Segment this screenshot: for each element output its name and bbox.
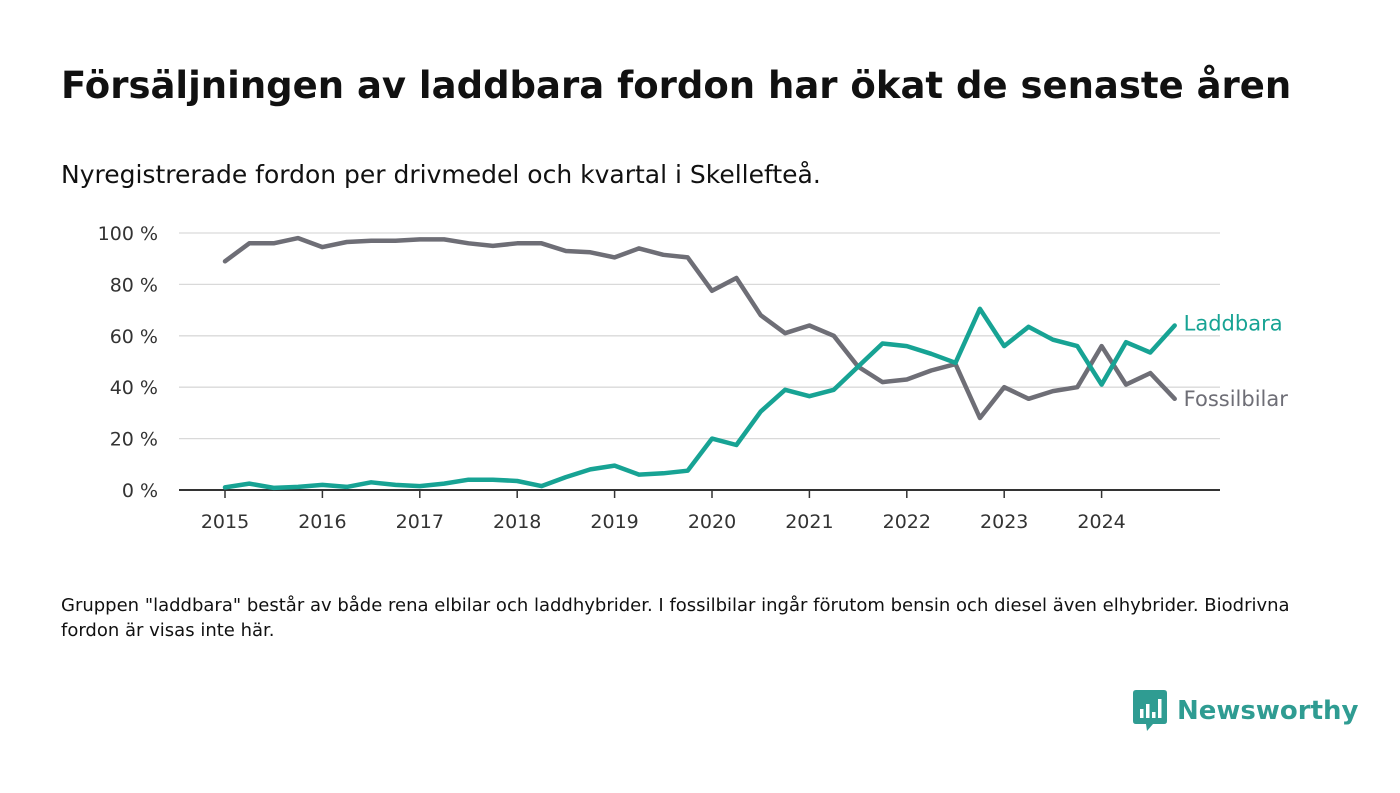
series-label-laddbara: Laddbara [1184, 312, 1283, 336]
x-tick-label: 2017 [396, 511, 444, 533]
y-axis-tick-labels: 0 % 20 % 40 % 60 % 80 % 100 % [98, 223, 158, 502]
series-lines [222, 235, 1177, 491]
x-tick-label: 2023 [980, 511, 1028, 533]
footnote: Gruppen "laddbara" består av både rena e… [61, 595, 1290, 641]
bar-chart-bubble-icon [1133, 690, 1167, 731]
x-axis-tick-labels: 2015 2016 2017 2018 2019 2020 2021 2022 2023 2024 [201, 511, 1126, 533]
series-line-laddbara [222, 306, 1177, 491]
series-line-fossilbilar [222, 235, 1177, 421]
y-tick-label: 60 % [110, 326, 158, 348]
y-tick-label: 40 % [110, 377, 158, 399]
series-labels: Fossilbilar Laddbara [1184, 312, 1289, 411]
chart-subtitle: Nyregistrerade fordon per drivmedel och … [61, 160, 821, 189]
x-tick-label: 2015 [201, 511, 249, 533]
x-tick-label: 2018 [493, 511, 541, 533]
line-chart: 0 %20 %40 %60 %80 %100 % 2015 2016 2017 201… [98, 223, 1289, 533]
newsworthy-logo[interactable]: Newsworthy [1133, 690, 1358, 732]
chart-title: Försäljningen av laddbara fordon har öka… [61, 64, 1292, 107]
y-tick-label: 80 % [110, 274, 158, 296]
y-tick-label: 0 % [122, 480, 158, 502]
brand-name: Newsworthy [1177, 696, 1359, 726]
x-tick-label: 2020 [688, 511, 736, 533]
x-tick-label: 2024 [1077, 511, 1125, 533]
x-tick-label: 2021 [785, 511, 833, 533]
x-tick-label: 2016 [298, 511, 346, 533]
series-label-fossilbilar: Fossilbilar [1184, 387, 1289, 411]
x-tick-label: 2019 [590, 511, 638, 533]
y-tick-label: 100 % [98, 223, 158, 245]
gridlines [179, 232, 1220, 440]
y-tick-label: 20 % [110, 429, 158, 451]
x-axis [179, 489, 1220, 498]
x-tick-label: 2022 [883, 511, 931, 533]
